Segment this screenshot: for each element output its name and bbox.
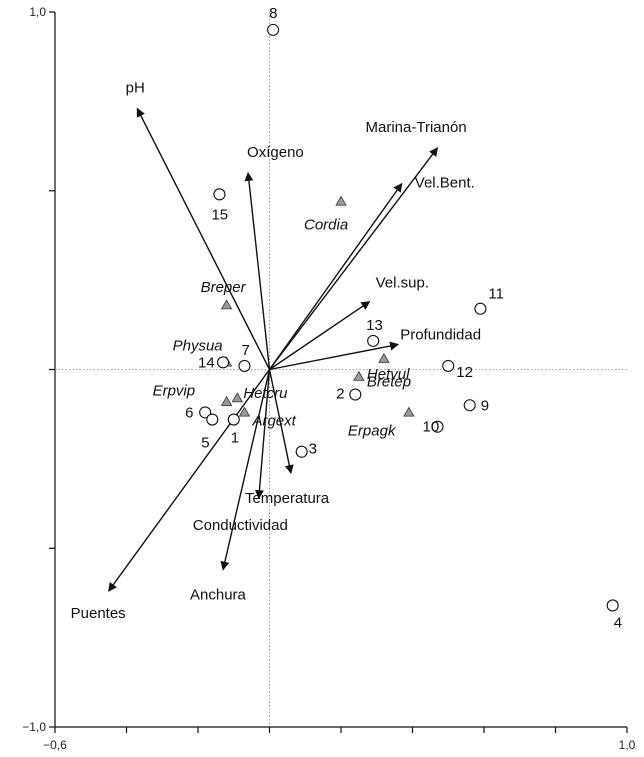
site-marker-3 xyxy=(295,445,308,458)
label-puentes: Puentes xyxy=(71,605,126,622)
label-profundidad: Profundidad xyxy=(400,326,481,343)
site-label-7: 7 xyxy=(241,342,249,359)
site-label-15: 15 xyxy=(211,206,228,223)
site-marker-1 xyxy=(227,413,240,426)
site-marker-14 xyxy=(216,356,230,369)
arrow-anchura xyxy=(220,369,271,571)
label-vel-sup: Vel.sup. xyxy=(376,275,429,292)
label-temperatura: Temperatura xyxy=(245,490,330,507)
arrow-ph xyxy=(136,107,271,370)
axis-ticks xyxy=(49,11,628,733)
site-marker-11 xyxy=(474,302,487,315)
arrow-vel-bent xyxy=(268,182,403,370)
site-label-3: 3 xyxy=(309,441,317,458)
site-label-9: 9 xyxy=(481,397,489,414)
species-marker-erpagk xyxy=(403,406,415,417)
site-marker-13 xyxy=(367,334,380,347)
chart-labels: −0,6 1,0 1,0 −1,0 pH Oxígeno Marina-Trianón Vel… xyxy=(22,5,635,752)
site-label-5: 5 xyxy=(201,435,209,452)
species-marker-erpvip xyxy=(220,395,233,406)
site-marker-2 xyxy=(349,388,362,401)
species-markers xyxy=(220,195,415,417)
label-vel-bent: Vel.Bent. xyxy=(415,175,475,192)
label-anchura: Anchura xyxy=(190,587,247,604)
species-label-breper: Breper xyxy=(201,279,247,296)
site-label-1: 1 xyxy=(231,430,239,447)
arrow-oxigeno xyxy=(244,171,271,370)
x-tick-label: 1,0 xyxy=(619,738,636,752)
site-marker-6 xyxy=(199,406,212,419)
arrow-vel-sup xyxy=(269,300,371,371)
species-label-argext: Argext xyxy=(251,412,296,429)
site-label-11: 11 xyxy=(488,286,504,303)
label-marina-trianon: Marina-Trianón xyxy=(366,119,467,136)
site-label-14: 14 xyxy=(198,354,215,371)
species-marker-bretep xyxy=(353,370,365,381)
species-marker-cordia xyxy=(335,195,347,206)
site-label-2: 2 xyxy=(336,386,344,403)
site-marker-15 xyxy=(213,188,226,201)
site-label-12: 12 xyxy=(456,364,473,381)
species-marker-argext xyxy=(238,406,251,417)
site-marker-10 xyxy=(431,420,444,433)
species-marker-breper xyxy=(220,299,233,310)
site-marker-12 xyxy=(442,359,455,372)
species-label-physua: Physua xyxy=(173,337,223,354)
environmental-arrows xyxy=(108,107,439,592)
x-tick-label: −0,6 xyxy=(43,738,67,752)
arrow-marina-trianon xyxy=(268,147,439,370)
species-label-bretep: Bretep xyxy=(367,374,411,391)
site-marker-8 xyxy=(267,23,280,36)
species-label-erpagk: Erpagk xyxy=(348,422,397,439)
plot-frame xyxy=(54,12,627,728)
species-label-cordia: Cordia xyxy=(304,216,348,233)
site-label-6: 6 xyxy=(185,404,193,421)
label-oxigeno: Oxígeno xyxy=(247,144,304,161)
site-label-8: 8 xyxy=(269,5,277,22)
arrow-temperatura xyxy=(268,369,294,475)
site-label-13: 13 xyxy=(366,317,383,334)
site-label-4: 4 xyxy=(614,614,622,631)
reference-lines xyxy=(55,12,627,727)
species-marker-hetcru xyxy=(231,392,244,403)
arrow-conductividad xyxy=(254,369,271,500)
label-conductividad: Conductividad xyxy=(193,517,288,534)
site-marker-7 xyxy=(238,359,251,372)
species-label-hetvul: Hetvul xyxy=(367,366,410,383)
site-marker-9 xyxy=(463,399,476,412)
species-label-erpvip: Erpvip xyxy=(153,383,196,400)
arrow-profundidad xyxy=(269,341,400,371)
species-marker-hetvul xyxy=(378,352,390,363)
label-ph: pH xyxy=(126,80,145,97)
species-label-hetcru: Hetcru xyxy=(243,385,288,402)
y-tick-label: 1,0 xyxy=(29,5,46,19)
y-tick-label: −1,0 xyxy=(22,720,46,734)
arrow-puentes xyxy=(108,369,271,592)
site-marker-5 xyxy=(206,413,219,426)
site-marker-4 xyxy=(606,599,619,612)
site-markers xyxy=(199,23,619,612)
site-label-10: 10 xyxy=(423,419,440,436)
